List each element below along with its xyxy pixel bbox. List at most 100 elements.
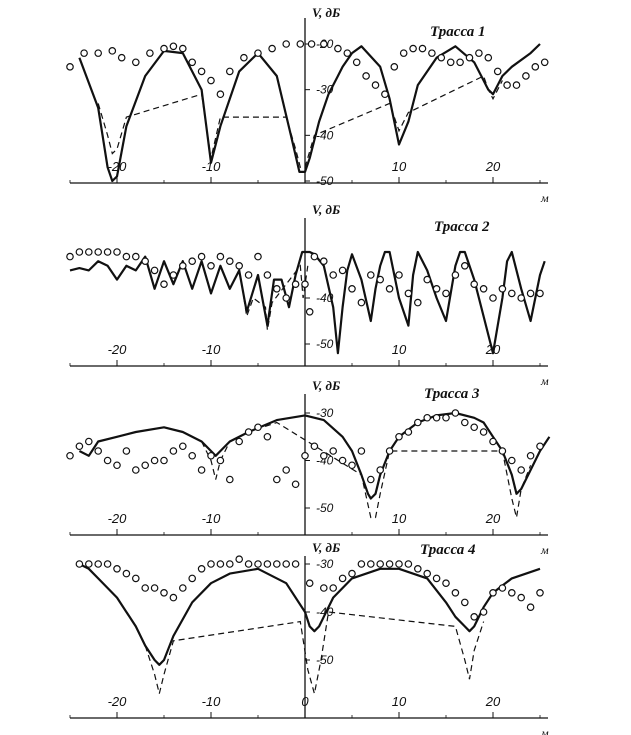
data-point — [160, 280, 168, 289]
x-tick-label: 20 — [485, 694, 501, 709]
data-point — [522, 72, 530, 80]
data-point — [517, 593, 526, 602]
data-point — [446, 58, 455, 67]
x-tick-label: -20 — [108, 694, 128, 709]
panel-title: Трасса 2 — [434, 219, 490, 235]
y-axis-label: V, дБ — [312, 202, 340, 217]
data-point — [338, 574, 347, 583]
data-point — [329, 271, 338, 279]
data-point — [484, 53, 493, 62]
data-point — [305, 307, 314, 316]
data-point — [188, 58, 197, 67]
data-point — [310, 442, 319, 451]
y-axis-label: V, дБ — [312, 5, 340, 20]
data-point — [348, 569, 356, 578]
data-point — [418, 44, 427, 53]
data-point — [244, 428, 253, 436]
data-point — [66, 252, 74, 261]
panel-title: Трасса 1 — [430, 24, 485, 40]
data-point — [117, 53, 126, 62]
data-point — [442, 413, 450, 422]
data-point — [475, 49, 483, 57]
data-point — [390, 63, 399, 71]
data-point — [150, 456, 159, 465]
data-point — [197, 564, 206, 573]
data-point — [179, 44, 187, 53]
data-point — [376, 275, 385, 284]
data-point — [479, 284, 488, 293]
x-tick-label: 20 — [485, 511, 501, 526]
data-point — [141, 461, 150, 470]
data-point — [244, 560, 253, 568]
data-point — [244, 271, 253, 279]
data-point — [108, 47, 117, 55]
data-point — [432, 284, 441, 293]
data-point — [80, 49, 88, 57]
x-unit-label: м — [540, 191, 549, 205]
data-point — [536, 588, 544, 597]
x-tick-label: -10 — [202, 511, 222, 526]
data-point — [395, 560, 403, 568]
data-point — [254, 252, 262, 261]
data-point — [507, 456, 516, 465]
data-point — [103, 248, 112, 256]
data-point — [226, 560, 234, 568]
data-point — [132, 252, 140, 261]
data-point — [479, 428, 488, 436]
data-point — [329, 447, 338, 455]
data-point — [207, 451, 215, 460]
y-tick-label: -40 — [316, 128, 334, 142]
data-point — [122, 569, 131, 578]
data-point — [385, 560, 394, 568]
data-point — [146, 49, 154, 57]
data-point — [113, 248, 121, 256]
data-point — [465, 53, 474, 62]
data-point — [197, 466, 206, 474]
data-point — [169, 593, 178, 602]
data-point — [395, 271, 403, 279]
data-point — [75, 248, 84, 256]
data-point — [536, 289, 544, 298]
data-point — [103, 456, 112, 465]
data-point — [536, 442, 544, 451]
data-point — [169, 447, 178, 455]
data-point — [160, 588, 168, 597]
data-point — [179, 584, 187, 592]
data-point — [507, 588, 516, 597]
data-point — [526, 451, 535, 460]
data-point — [456, 58, 464, 67]
data-point — [442, 579, 450, 588]
series-line-dashed — [97, 75, 503, 168]
y-tick-label: -30 — [316, 557, 334, 571]
data-point — [451, 588, 460, 597]
x-tick-label: 10 — [392, 694, 407, 709]
data-point — [272, 560, 281, 568]
data-point — [296, 40, 305, 48]
data-point — [428, 49, 436, 57]
data-point — [526, 603, 535, 612]
data-point — [517, 294, 526, 302]
data-point — [381, 90, 389, 99]
data-point — [385, 447, 394, 455]
data-point — [366, 560, 375, 568]
data-point — [451, 271, 460, 279]
data-point — [348, 461, 356, 470]
panel-title: Трасса 3 — [424, 386, 480, 402]
data-point — [207, 76, 215, 85]
data-point — [362, 72, 370, 80]
data-point — [423, 275, 432, 284]
data-point — [479, 608, 488, 616]
data-point — [216, 252, 225, 261]
data-point — [376, 560, 385, 568]
data-point — [348, 284, 356, 293]
x-tick-label: 10 — [392, 159, 407, 174]
data-point — [498, 584, 507, 592]
data-point — [94, 447, 103, 455]
data-point — [268, 44, 276, 53]
data-point — [75, 442, 84, 451]
data-point — [371, 81, 380, 89]
y-tick-label: -40 — [316, 605, 334, 619]
data-point — [404, 560, 413, 568]
